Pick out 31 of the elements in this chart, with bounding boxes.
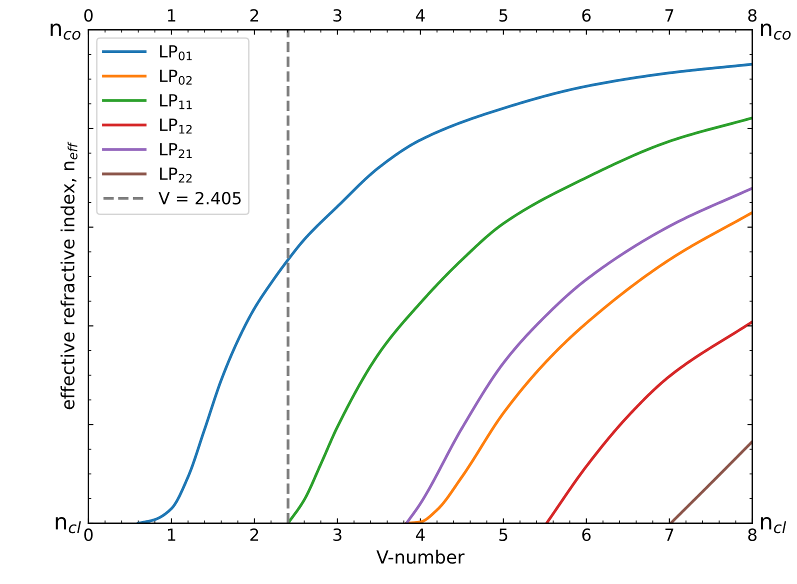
x-tick-label: 3 <box>333 528 342 542</box>
x-tick-label: 4 <box>416 528 425 541</box>
legend-label: LP$_{02}$ <box>160 70 192 85</box>
legend-label: LP$_{11}$ <box>160 94 192 110</box>
x-tick-label: 6 <box>582 528 591 542</box>
legend-label: LP$_{22}$ <box>160 168 192 182</box>
legend-label: LP$_{01}$ <box>160 45 192 60</box>
x-tick-label: 8 <box>748 528 757 542</box>
x-axis-title: V-number <box>376 550 465 564</box>
text: n$_{co}$ <box>761 23 791 40</box>
x2-tick-label: 0 <box>84 9 93 22</box>
x2-tick-label: 8 <box>748 9 757 22</box>
x2-tick-label: 7 <box>665 9 674 22</box>
legend-label: LP$_{21}$ <box>160 143 192 158</box>
ref-line-label: V = 2.405 <box>158 192 241 204</box>
x2-tick-label: 3 <box>333 9 342 22</box>
x-tick-label: 1 <box>168 528 176 541</box>
x2-tick-label: 2 <box>250 9 258 22</box>
x2-tick-label: 4 <box>416 9 425 22</box>
text: n$_{cl}$ <box>56 516 81 534</box>
x-tick-label: 7 <box>665 528 674 541</box>
x2-tick-label: 1 <box>168 9 176 22</box>
x2-tick-label: 6 <box>582 9 591 22</box>
y-axis-title: effective refractive index, n$_{eff}$ <box>60 142 78 410</box>
text: n$_{co}$ <box>50 23 80 40</box>
x-tick-label: 5 <box>499 528 508 542</box>
text: n$_{cl}$ <box>761 516 786 534</box>
legend-label: LP$_{12}$ <box>160 118 192 134</box>
x-tick-label: 2 <box>250 528 258 541</box>
x-tick-label: 0 <box>84 528 93 542</box>
x2-tick-label: 5 <box>499 9 508 22</box>
